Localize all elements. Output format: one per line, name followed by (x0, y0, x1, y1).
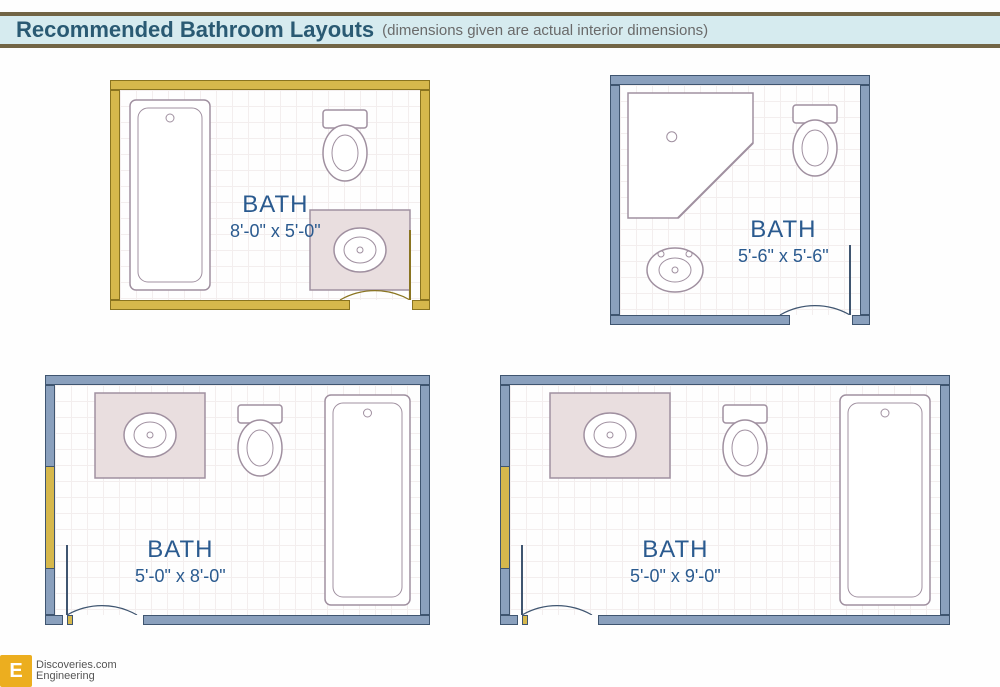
title-bar: Recommended Bathroom Layouts (dimensions… (0, 12, 1000, 48)
title-main: Recommended Bathroom Layouts (16, 17, 374, 43)
watermark: E Discoveries.com Engineering (0, 655, 117, 687)
watermark-logo-icon: E (0, 655, 32, 687)
label-bottom: 5'-0" x 9'-0" (630, 565, 721, 588)
layout-label: BATH 8'-0" x 5'-0" (230, 190, 321, 243)
watermark-line2: Engineering (36, 671, 117, 682)
fixtures-svg (55, 385, 420, 615)
label-top: BATH (738, 215, 829, 245)
layout-label: BATH 5'-0" x 8'-0" (135, 535, 226, 588)
layout-label: BATH 5'-0" x 9'-0" (630, 535, 721, 588)
layout-5-6x5-6: BATH 5'-6" x 5'-6" (620, 85, 860, 315)
label-top: BATH (135, 535, 226, 565)
layout-8x5: BATH 8'-0" x 5'-0" (120, 90, 420, 300)
layout-5x8: BATH 5'-0" x 8'-0" (55, 385, 420, 615)
layout-5x9: BATH 5'-0" x 9'-0" (510, 385, 940, 615)
label-top: BATH (630, 535, 721, 565)
fixtures-svg (620, 85, 860, 315)
label-bottom: 5'-0" x 8'-0" (135, 565, 226, 588)
fixtures-svg (510, 385, 940, 615)
label-top: BATH (230, 190, 321, 220)
label-bottom: 5'-6" x 5'-6" (738, 245, 829, 268)
watermark-text: Discoveries.com Engineering (36, 660, 117, 682)
layout-label: BATH 5'-6" x 5'-6" (738, 215, 829, 268)
title-sub: (dimensions given are actual interior di… (382, 22, 708, 39)
label-bottom: 8'-0" x 5'-0" (230, 220, 321, 243)
